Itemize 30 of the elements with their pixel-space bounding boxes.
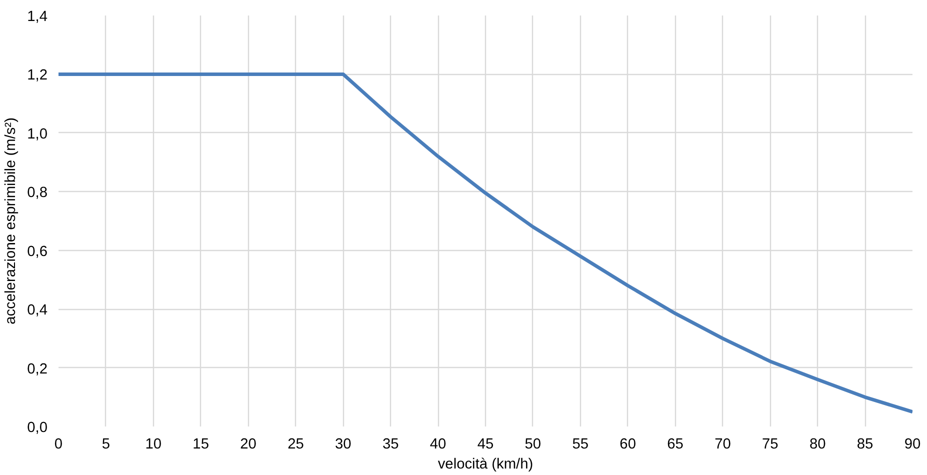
x-tick-label: 50 bbox=[524, 436, 542, 452]
x-tick-label: 5 bbox=[102, 436, 110, 452]
y-tick-label: 0,4 bbox=[27, 302, 48, 319]
x-tick-label: 25 bbox=[288, 436, 304, 452]
x-tick-label: 85 bbox=[856, 436, 874, 452]
y-tick-label: 0,2 bbox=[27, 361, 48, 378]
y-tick-label: 0,8 bbox=[27, 185, 48, 202]
x-tick-label: 60 bbox=[620, 436, 636, 452]
x-tick-label: 55 bbox=[572, 436, 589, 452]
y-axis-title: accelerazione esprimibile (m/s²) bbox=[3, 118, 20, 324]
y-tick-label: 1,2 bbox=[27, 68, 48, 84]
x-tick-label: 75 bbox=[762, 436, 778, 452]
x-tick-label: 45 bbox=[477, 436, 494, 452]
x-tick-label: 70 bbox=[714, 436, 731, 452]
x-tick-label: 40 bbox=[430, 436, 446, 452]
y-tick-label: 0,6 bbox=[27, 244, 48, 260]
x-tick-label: 30 bbox=[335, 436, 352, 452]
x-tick-label: 0 bbox=[54, 436, 63, 452]
x-tick-label: 20 bbox=[240, 436, 256, 452]
x-axis-title: velocità (km/h) bbox=[438, 456, 534, 472]
line-series bbox=[58, 72, 912, 414]
x-tick-label: 10 bbox=[145, 436, 162, 452]
x-tick-label: 90 bbox=[904, 436, 921, 452]
x-tick-label: 80 bbox=[809, 436, 826, 452]
x-tick-label: 65 bbox=[667, 436, 684, 452]
x-tick-label: 15 bbox=[192, 436, 209, 452]
x-tick-label: 35 bbox=[382, 436, 399, 452]
y-tick-label: 0,0 bbox=[27, 420, 48, 436]
y-tick-label: 1,0 bbox=[27, 126, 48, 142]
y-tick-label: 1,4 bbox=[27, 9, 48, 25]
